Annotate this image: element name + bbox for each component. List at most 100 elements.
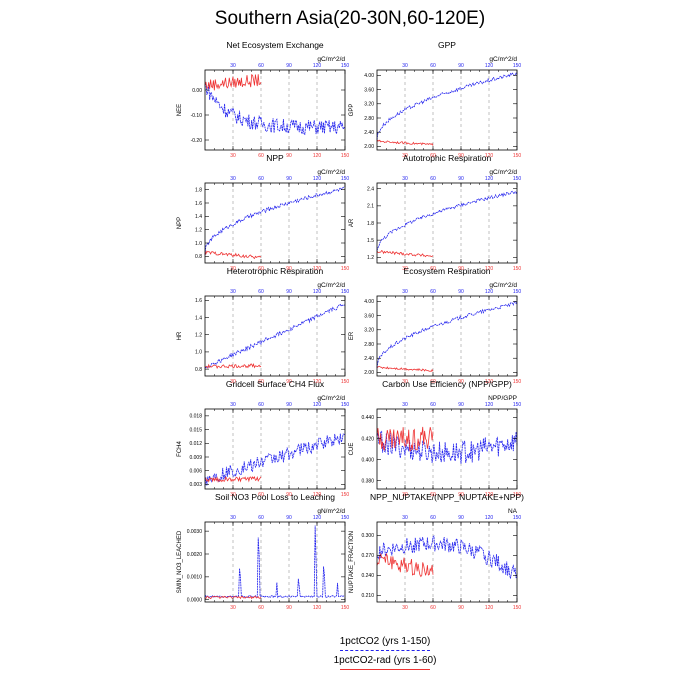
y-tick-label: 4.00 [364,73,374,79]
panel-title: Autotrophic Respiration [403,153,492,163]
y-axis-label: NEE [177,104,183,116]
bottom-tick-label: 90 [286,379,292,385]
bottom-tick-label: 120 [313,153,322,159]
y-tick-label: 2.00 [364,370,374,376]
plot-frame [204,521,346,603]
plot-frame [204,182,346,264]
y-tick-label: 0.300 [361,533,374,539]
top-tick-label: 90 [458,402,464,408]
bottom-tick-label: 90 [458,266,464,272]
y-tick-label: 0.400 [361,457,374,463]
y-tick-label: 2.40 [364,356,374,362]
series-line-2 [204,362,262,369]
y-tick-label: 0.0000 [187,598,203,604]
top-tick-label: 90 [458,515,464,521]
y-tick-label: 0.8 [195,254,202,260]
bottom-tick-label: 60 [258,266,264,272]
bottom-tick-label: 120 [485,492,494,498]
panel-3: NPP gC/m^2/d 30 60 90 120 150 30 60 90 120 150 0.8 1.… [177,153,349,272]
y-tick-label: 3.20 [364,102,374,108]
series-line-2 [204,250,262,260]
top-tick-label: 150 [513,63,522,69]
top-tick-label: 30 [402,289,408,295]
plot-frame [376,408,518,490]
bottom-tick-label: 150 [341,605,350,611]
bottom-tick-label: 150 [341,492,350,498]
y-tick-label: 1.4 [195,315,202,321]
bottom-tick-label: 150 [513,379,522,385]
bottom-tick-label: 120 [485,605,494,611]
panel-units: gC/m^2/d [489,169,517,176]
top-tick-label: 120 [485,402,494,408]
figure-title: Southern Asia(20-30N,60-120E) [214,8,486,29]
plot-frame [376,69,518,151]
series-line-1 [204,186,346,255]
panel-units: gC/m^2/d [489,56,517,63]
top-tick-label: 120 [485,63,494,69]
top-tick-label: 30 [230,176,236,182]
bottom-tick-label: 150 [513,153,522,159]
plot-frame [376,295,518,377]
bottom-tick-label: 150 [341,153,350,159]
top-tick-label: 60 [430,176,436,182]
top-tick-label: 60 [258,515,264,521]
series-line-2 [376,426,434,452]
series-line-1 [204,303,346,369]
series-line-1 [376,430,518,464]
panel-title: Carbon Use Efficiency (NPP/GPP) [382,379,512,389]
series-line-2 [376,552,434,578]
y-tick-label: 1.2 [367,255,374,261]
series-line-1 [376,535,518,579]
legend-label-series2: 1pctCO2-rad (yrs 1-60) [333,655,437,666]
bottom-tick-label: 30 [402,605,408,611]
panel-1: Net Ecosystem Exchange gC/m^2/d 30 60 90 120 1… [177,40,349,159]
top-tick-label: 30 [230,289,236,295]
series-line-2 [204,74,262,91]
top-tick-label: 120 [313,289,322,295]
y-tick-label: 0.003 [189,482,202,488]
series-line-1 [204,525,346,599]
bottom-tick-label: 60 [430,266,436,272]
bottom-tick-label: 120 [485,379,494,385]
panel-title: Heterotrophic Respiration [227,266,324,276]
bottom-tick-label: 90 [458,492,464,498]
bottom-tick-label: 30 [230,605,236,611]
y-tick-label: 2.80 [364,342,374,348]
panel-2: GPP gC/m^2/d 30 60 90 120 150 30 60 90 120 150 2.00 2… [349,40,521,159]
top-tick-label: 60 [258,402,264,408]
y-tick-label: 2.00 [364,144,374,150]
series-line-2 [376,365,434,373]
y-axis-label: NPP [177,217,183,229]
y-tick-label: 0.240 [361,573,374,579]
bottom-tick-label: 120 [485,153,494,159]
legend: 1pctCO2 (yrs 1-150) 1pctCO2-rad (yrs 1-6… [330,636,440,674]
top-tick-label: 150 [341,289,350,295]
y-tick-label: 0.210 [361,593,374,599]
y-axis-label: AR [349,218,355,227]
series-line-2 [376,250,434,258]
y-tick-label: 0.420 [361,436,374,442]
bottom-tick-label: 90 [286,492,292,498]
plot-frame [376,521,518,603]
bottom-tick-label: 30 [402,153,408,159]
top-tick-label: 30 [230,402,236,408]
y-axis-label: ER [349,331,355,340]
y-tick-label: 1.8 [195,187,202,193]
bottom-tick-label: 90 [458,153,464,159]
y-tick-label: 0.0010 [187,575,203,581]
y-axis-label: HR [177,331,183,340]
bottom-tick-label: 30 [230,492,236,498]
y-tick-label: 1.5 [367,238,374,244]
top-tick-label: 150 [513,289,522,295]
y-tick-label: 0.0030 [187,529,203,535]
bottom-tick-label: 150 [341,379,350,385]
bottom-tick-label: 150 [341,266,350,272]
bottom-tick-label: 60 [258,153,264,159]
panel-5: Heterotrophic Respiration gC/m^2/d 30 60 90 1… [177,266,349,385]
y-tick-label: 0.012 [189,441,202,447]
y-tick-label: 0.018 [189,414,202,420]
bottom-tick-label: 90 [458,379,464,385]
top-tick-label: 90 [286,402,292,408]
bottom-tick-label: 90 [286,266,292,272]
bottom-tick-label: 60 [430,379,436,385]
